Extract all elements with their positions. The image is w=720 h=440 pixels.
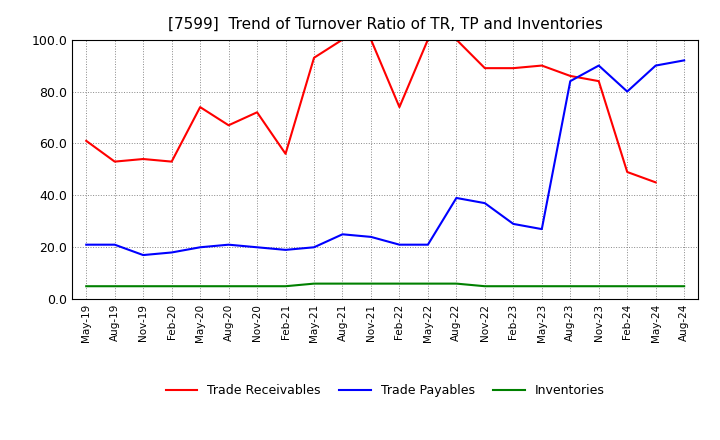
- Inventories: [423, 281, 432, 286]
- Line: Inventories: Inventories: [86, 284, 684, 286]
- Trade Payables: [395, 242, 404, 247]
- Line: Trade Payables: Trade Payables: [86, 60, 684, 255]
- Inventories: [167, 284, 176, 289]
- Inventories: [310, 281, 318, 286]
- Trade Payables: [110, 242, 119, 247]
- Trade Receivables: [480, 66, 489, 71]
- Trade Receivables: [366, 37, 375, 42]
- Trade Receivables: [167, 159, 176, 164]
- Trade Payables: [423, 242, 432, 247]
- Trade Receivables: [537, 63, 546, 68]
- Trade Payables: [480, 201, 489, 206]
- Trade Payables: [139, 253, 148, 258]
- Trade Payables: [82, 242, 91, 247]
- Trade Receivables: [310, 55, 318, 60]
- Inventories: [110, 284, 119, 289]
- Inventories: [509, 284, 518, 289]
- Trade Receivables: [225, 123, 233, 128]
- Inventories: [680, 284, 688, 289]
- Inventories: [225, 284, 233, 289]
- Inventories: [623, 284, 631, 289]
- Trade Receivables: [196, 104, 204, 110]
- Trade Payables: [566, 78, 575, 84]
- Trade Receivables: [282, 151, 290, 157]
- Inventories: [196, 284, 204, 289]
- Trade Payables: [282, 247, 290, 253]
- Trade Receivables: [139, 156, 148, 161]
- Inventories: [595, 284, 603, 289]
- Trade Payables: [310, 245, 318, 250]
- Line: Trade Receivables: Trade Receivables: [86, 40, 656, 182]
- Inventories: [652, 284, 660, 289]
- Trade Receivables: [652, 180, 660, 185]
- Trade Payables: [167, 250, 176, 255]
- Trade Receivables: [82, 138, 91, 143]
- Trade Receivables: [595, 78, 603, 84]
- Trade Receivables: [253, 110, 261, 115]
- Trade Receivables: [395, 104, 404, 110]
- Inventories: [452, 281, 461, 286]
- Inventories: [253, 284, 261, 289]
- Trade Payables: [652, 63, 660, 68]
- Trade Receivables: [110, 159, 119, 164]
- Inventories: [139, 284, 148, 289]
- Title: [7599]  Trend of Turnover Ratio of TR, TP and Inventories: [7599] Trend of Turnover Ratio of TR, TP…: [168, 16, 603, 32]
- Trade Payables: [225, 242, 233, 247]
- Trade Receivables: [338, 37, 347, 42]
- Trade Payables: [253, 245, 261, 250]
- Trade Payables: [595, 63, 603, 68]
- Trade Payables: [452, 195, 461, 201]
- Trade Receivables: [452, 37, 461, 42]
- Trade Receivables: [423, 37, 432, 42]
- Inventories: [537, 284, 546, 289]
- Legend: Trade Receivables, Trade Payables, Inventories: Trade Receivables, Trade Payables, Inven…: [161, 379, 610, 402]
- Inventories: [366, 281, 375, 286]
- Trade Receivables: [566, 73, 575, 79]
- Inventories: [566, 284, 575, 289]
- Inventories: [338, 281, 347, 286]
- Trade Payables: [196, 245, 204, 250]
- Inventories: [395, 281, 404, 286]
- Trade Payables: [509, 221, 518, 227]
- Inventories: [82, 284, 91, 289]
- Trade Receivables: [623, 169, 631, 175]
- Inventories: [480, 284, 489, 289]
- Trade Payables: [680, 58, 688, 63]
- Trade Payables: [537, 227, 546, 232]
- Trade Payables: [623, 89, 631, 94]
- Trade Receivables: [509, 66, 518, 71]
- Trade Payables: [338, 231, 347, 237]
- Inventories: [282, 284, 290, 289]
- Trade Payables: [366, 234, 375, 239]
